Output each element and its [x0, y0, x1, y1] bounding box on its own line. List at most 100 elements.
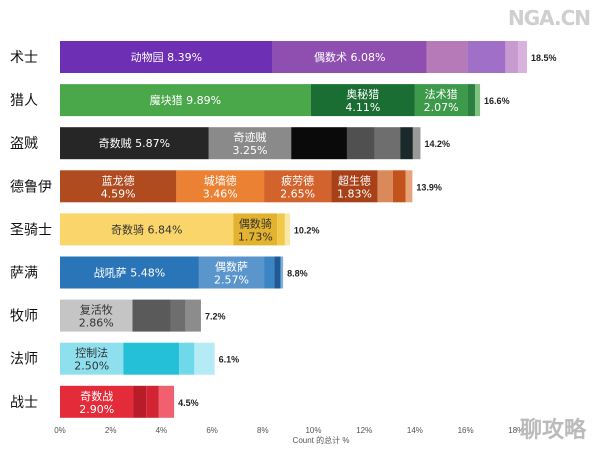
bar-segment — [176, 170, 265, 203]
segment-label: 超生德 — [338, 173, 371, 187]
bar-segment — [60, 213, 234, 246]
bar-total-label: 14.2% — [424, 139, 450, 149]
bar-segment — [132, 299, 171, 332]
bar-segment — [60, 41, 273, 73]
bar-segment — [405, 170, 413, 203]
segment-label: 复活牧 — [80, 303, 113, 317]
segment-label: 法术猎 — [425, 87, 458, 101]
bar-segment — [60, 342, 124, 375]
bar-total-label: 4.5% — [178, 398, 199, 408]
x-tick-label: 14% — [407, 426, 423, 435]
x-tick-label: 2% — [105, 426, 117, 435]
bar-segment — [412, 127, 421, 160]
x-tick-label: 18% — [508, 426, 524, 435]
bar-segment — [60, 84, 311, 117]
segment-label: 魔块猎 9.89% — [150, 93, 221, 107]
bar-total-label: 18.5% — [531, 53, 557, 63]
class-label: 猎人 — [10, 93, 38, 109]
class-label: 萨满 — [10, 266, 38, 282]
bar-segment — [60, 385, 134, 418]
bar-segment — [133, 385, 147, 418]
segment-value: 3.25% — [233, 144, 268, 157]
bar-total-label: 10.2% — [294, 225, 320, 235]
bar-segment — [377, 170, 393, 203]
bar-segment — [158, 385, 175, 418]
bar-segment — [310, 84, 415, 117]
x-axis: 0% 2% 4% 6% 8% 10% 12% 14% 16% 18% — [54, 426, 524, 435]
segment-label: 奇数骑 6.84% — [111, 223, 182, 236]
bar-segment — [146, 385, 159, 418]
x-tick-label: 0% — [54, 426, 66, 435]
bar-segment — [208, 127, 292, 160]
bar-total-label: 16.6% — [484, 96, 510, 106]
class-label: 牧师 — [10, 309, 38, 325]
bar-segment — [272, 41, 427, 73]
bar-segment — [374, 127, 401, 160]
bar-total-label: 7.2% — [205, 312, 226, 322]
segment-label: 偶数萨 — [215, 261, 248, 274]
x-tick-label: 4% — [156, 426, 168, 435]
x-tick-label: 10% — [305, 426, 321, 435]
bar-segment — [233, 213, 278, 246]
segment-value: 2.86% — [79, 317, 114, 330]
segment-value: 1.83% — [337, 187, 372, 200]
segment-value: 4.59% — [101, 187, 136, 200]
bar-segment — [264, 256, 275, 289]
segment-label: 奇迹贼 — [233, 130, 266, 144]
watermark-logo: NGA.CN — [507, 6, 591, 30]
bar-segment — [185, 299, 201, 332]
watermark-text: 聊攻略 — [519, 418, 586, 443]
bar-total-label: 13.9% — [416, 182, 442, 192]
segment-label: 战吼萨 5.48% — [94, 267, 165, 280]
class-label: 盗贼 — [10, 136, 38, 152]
bar-segment — [426, 41, 468, 73]
segment-label: 奇数贼 5.87% — [99, 136, 170, 150]
segment-value: 1.73% — [238, 230, 273, 243]
bar-segment — [170, 299, 186, 332]
bar-segment — [280, 256, 284, 289]
bar-segment — [414, 84, 468, 117]
class-label: 战士 — [10, 395, 38, 411]
x-tick-label: 12% — [356, 426, 372, 435]
x-tick-label: 6% — [206, 426, 218, 435]
x-axis-title: Count 的总计 % — [293, 435, 350, 445]
x-tick-label: 16% — [458, 426, 474, 435]
bar-segment — [60, 127, 209, 160]
segment-label: 疲劳德 — [281, 173, 314, 187]
segment-label: 奇数战 — [80, 390, 113, 403]
segment-label: 偶数术 6.08% — [314, 51, 385, 64]
bar-segment — [198, 256, 265, 289]
class-label: 术士 — [10, 50, 38, 66]
segment-label: 偶数骑 — [239, 217, 272, 230]
bar-segment — [274, 256, 281, 289]
segment-value: 2.90% — [79, 403, 114, 416]
bar-segment — [291, 127, 347, 160]
bar-segment — [60, 299, 133, 332]
bar-segment — [505, 41, 519, 73]
bar-total-label: 8.8% — [287, 269, 308, 279]
bar-segment — [331, 170, 378, 203]
segment-label: 控制法 — [75, 346, 108, 360]
segment-value: 2.65% — [280, 187, 315, 200]
bar-segment — [179, 342, 195, 375]
class-label: 圣骑士 — [10, 222, 52, 238]
bar-segment — [392, 170, 406, 203]
bar-segment — [467, 84, 475, 117]
bar-segment — [467, 41, 506, 73]
class-label: 德鲁伊 — [10, 179, 52, 195]
segment-label: 动物园 8.39% — [131, 50, 202, 64]
class-label: 法师 — [10, 352, 38, 368]
bar-segment — [194, 342, 215, 375]
bar-segment — [60, 170, 177, 203]
bar-segment — [474, 84, 481, 117]
bar-rows: 术士 动物园 8.39% 偶数术 6.08% 18.5%猎人 魔块猎 9.89% 奥秘猎4… — [10, 41, 556, 418]
bar-row: 术士 动物园 8.39% 偶数术 6.08% 18.5% — [10, 41, 556, 73]
